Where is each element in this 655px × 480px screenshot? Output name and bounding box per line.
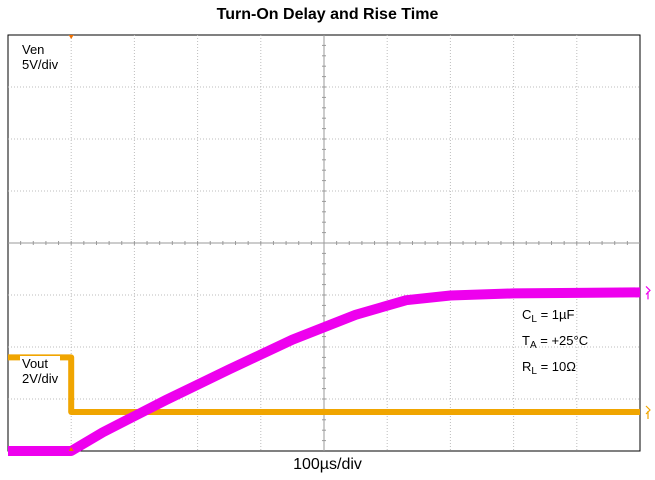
grid [8,35,640,451]
vout-channel-label: Vout 2V/div [20,356,61,386]
annotation-load-capacitance: CL = 1µF [522,307,575,325]
ven-channel-label: Ven 5V/div [20,42,61,72]
trigger-marker-top [68,35,74,39]
ven-scale: 5V/div [22,57,59,72]
test-conditions: CL = 1µF TA = +25°C RL = 10Ω [522,307,588,385]
level-marker-vout [645,285,651,300]
level-marker-ven [645,405,651,419]
ven-series-name: Ven [22,42,45,57]
trigger-marker-bottom [68,447,74,451]
annotation-load-resistance: RL = 10Ω [522,359,576,377]
x-axis-scale-label: 100µs/div [293,456,362,473]
markers [68,35,651,451]
annotation-ambient-temperature: TA = +25°C [522,333,589,351]
vout-series-name: Vout [22,356,49,371]
vout-scale: 2V/div [22,371,59,386]
chart-title: Turn-On Delay and Rise Time [216,6,439,23]
trace-vout [8,287,641,456]
